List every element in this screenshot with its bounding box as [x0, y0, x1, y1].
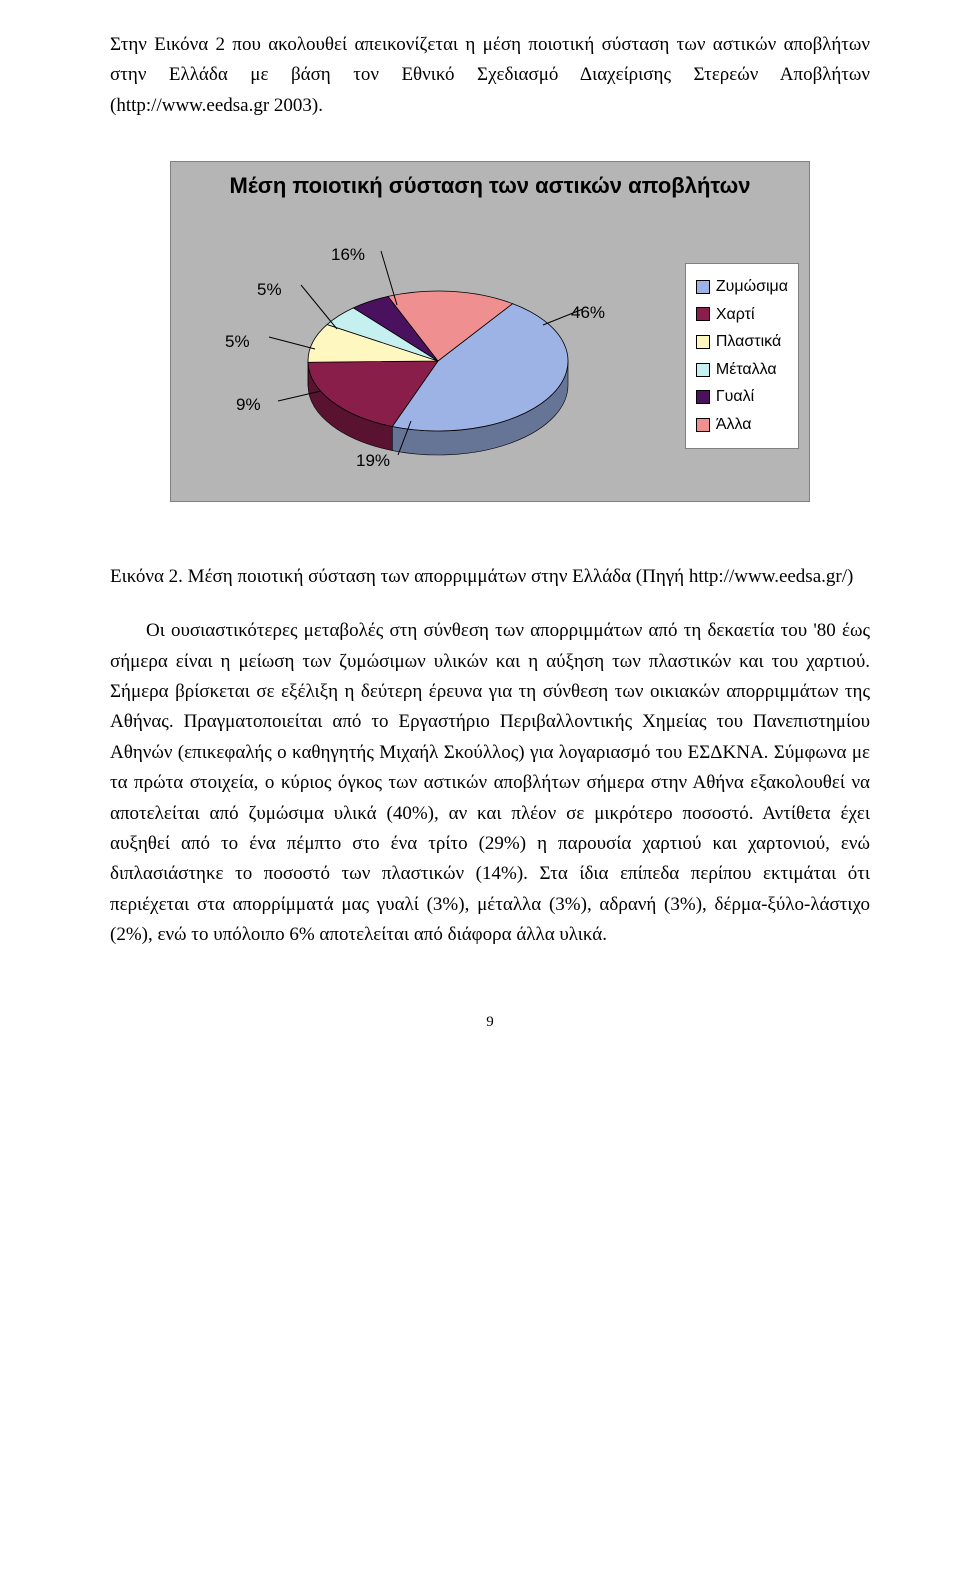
legend-item: Χαρτί [696, 302, 788, 328]
legend-label: Πλαστικά [716, 329, 781, 355]
legend-label: Άλλα [716, 412, 752, 438]
legend-item: Πλαστικά [696, 329, 788, 355]
pie-chart-container: Μέση ποιοτική σύσταση των αστικών αποβλή… [170, 161, 810, 502]
legend-swatch [696, 418, 710, 432]
chart-title: Μέση ποιοτική σύσταση των αστικών αποβλή… [181, 172, 799, 201]
legend-item: Γυαλί [696, 384, 788, 410]
page-number: 9 [110, 1010, 870, 1034]
pie-label: 46% [571, 299, 605, 326]
legend-swatch [696, 280, 710, 294]
legend-label: Χαρτί [716, 302, 755, 328]
legend-item: Μέταλλα [696, 357, 788, 383]
legend-label: Ζυμώσιμα [716, 274, 788, 300]
legend-swatch [696, 307, 710, 321]
legend-swatch [696, 335, 710, 349]
pie-label: 9% [236, 391, 261, 418]
pie-label: 5% [257, 276, 282, 303]
pie-label: 19% [356, 447, 390, 474]
pie-area: 46% 19% 9% 5% 5% 16% [181, 221, 665, 491]
intro-paragraph: Στην Εικόνα 2 που ακολουθεί απεικονίζετα… [110, 30, 870, 121]
legend-swatch [696, 390, 710, 404]
figure-caption: Εικόνα 2. Μέση ποιοτική σύσταση των απορ… [110, 562, 870, 592]
legend-label: Γυαλί [716, 384, 754, 410]
legend-label: Μέταλλα [716, 357, 777, 383]
legend-item: Άλλα [696, 412, 788, 438]
legend: ΖυμώσιμαΧαρτίΠλαστικάΜέταλλαΓυαλίΆλλα [685, 263, 799, 449]
body-paragraph: Οι ουσιαστικότερες μεταβολές στη σύνθεση… [110, 616, 870, 950]
pie-label: 5% [225, 328, 250, 355]
pie-svg [193, 221, 653, 491]
pie-label: 16% [331, 241, 365, 268]
legend-item: Ζυμώσιμα [696, 274, 788, 300]
legend-swatch [696, 363, 710, 377]
chart-body: 46% 19% 9% 5% 5% 16% ΖυμώσιμαΧαρτίΠλαστικάΜέτ… [181, 221, 799, 491]
